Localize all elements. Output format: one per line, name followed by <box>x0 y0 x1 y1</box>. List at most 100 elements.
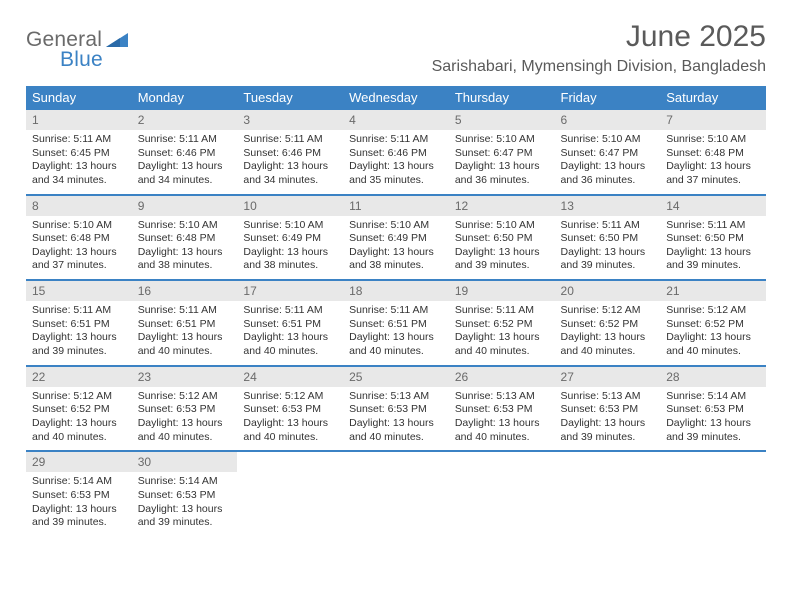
daylight-line1: Daylight: 13 hours <box>455 246 549 260</box>
sunset-text: Sunset: 6:51 PM <box>349 318 443 332</box>
sunrise-text: Sunrise: 5:11 AM <box>138 304 232 318</box>
day-number-cell: 28 <box>660 366 766 387</box>
day-number-cell: 5 <box>449 110 555 130</box>
sunset-text: Sunset: 6:48 PM <box>666 147 760 161</box>
daylight-line1: Daylight: 13 hours <box>561 160 655 174</box>
sunrise-text: Sunrise: 5:12 AM <box>561 304 655 318</box>
sunset-text: Sunset: 6:46 PM <box>138 147 232 161</box>
day-number-cell: 21 <box>660 280 766 301</box>
sunset-text: Sunset: 6:51 PM <box>243 318 337 332</box>
day-number-cell: 24 <box>237 366 343 387</box>
day-number-cell: 7 <box>660 110 766 130</box>
weekday-header-cell: Friday <box>555 86 661 110</box>
day-number-cell <box>237 451 343 472</box>
day-number-cell: 10 <box>237 195 343 216</box>
calendar-body: 1234567Sunrise: 5:11 AMSunset: 6:45 PMDa… <box>26 110 766 536</box>
sunset-text: Sunset: 6:46 PM <box>349 147 443 161</box>
day-info-cell <box>449 472 555 536</box>
day-number-cell <box>449 451 555 472</box>
daylight-line1: Daylight: 13 hours <box>32 503 126 517</box>
day-number-cell <box>343 451 449 472</box>
daylight-line2: and 40 minutes. <box>561 345 655 359</box>
day-info-cell: Sunrise: 5:11 AMSunset: 6:51 PMDaylight:… <box>132 301 238 366</box>
sunset-text: Sunset: 6:53 PM <box>666 403 760 417</box>
daylight-line2: and 40 minutes. <box>455 431 549 445</box>
day-number-cell: 12 <box>449 195 555 216</box>
day-info-cell: Sunrise: 5:11 AMSunset: 6:52 PMDaylight:… <box>449 301 555 366</box>
daylight-line2: and 38 minutes. <box>349 259 443 273</box>
daylight-line2: and 40 minutes. <box>243 431 337 445</box>
daylight-line1: Daylight: 13 hours <box>138 160 232 174</box>
daylight-line1: Daylight: 13 hours <box>666 417 760 431</box>
daylight-line1: Daylight: 13 hours <box>138 246 232 260</box>
sunset-text: Sunset: 6:49 PM <box>243 232 337 246</box>
daylight-line2: and 38 minutes. <box>243 259 337 273</box>
daylight-line1: Daylight: 13 hours <box>349 331 443 345</box>
weekday-header-cell: Thursday <box>449 86 555 110</box>
day-info-cell: Sunrise: 5:12 AMSunset: 6:52 PMDaylight:… <box>660 301 766 366</box>
daylight-line2: and 36 minutes. <box>561 174 655 188</box>
day-info-cell: Sunrise: 5:11 AMSunset: 6:51 PMDaylight:… <box>237 301 343 366</box>
daylight-line2: and 39 minutes. <box>666 259 760 273</box>
day-number-cell: 19 <box>449 280 555 301</box>
daylight-line2: and 36 minutes. <box>455 174 549 188</box>
day-info-cell: Sunrise: 5:11 AMSunset: 6:51 PMDaylight:… <box>26 301 132 366</box>
daylight-line1: Daylight: 13 hours <box>349 160 443 174</box>
logo-word-blue: Blue <box>60 48 103 71</box>
day-info-cell: Sunrise: 5:11 AMSunset: 6:45 PMDaylight:… <box>26 130 132 195</box>
daylight-line1: Daylight: 13 hours <box>243 160 337 174</box>
sunset-text: Sunset: 6:47 PM <box>455 147 549 161</box>
calendar-page: General June 2025 Sarishabari, Mymensing… <box>0 0 792 556</box>
daylight-line2: and 34 minutes. <box>138 174 232 188</box>
sunset-text: Sunset: 6:52 PM <box>32 403 126 417</box>
day-number-cell: 4 <box>343 110 449 130</box>
sunrise-text: Sunrise: 5:10 AM <box>455 133 549 147</box>
sunrise-text: Sunrise: 5:14 AM <box>666 390 760 404</box>
daylight-line1: Daylight: 13 hours <box>666 160 760 174</box>
sunset-text: Sunset: 6:49 PM <box>349 232 443 246</box>
day-number-cell <box>660 451 766 472</box>
daylight-line1: Daylight: 13 hours <box>32 331 126 345</box>
daylight-line1: Daylight: 13 hours <box>138 331 232 345</box>
day-number-cell: 25 <box>343 366 449 387</box>
sunrise-text: Sunrise: 5:10 AM <box>561 133 655 147</box>
sunset-text: Sunset: 6:50 PM <box>561 232 655 246</box>
day-info-cell <box>343 472 449 536</box>
sunset-text: Sunset: 6:53 PM <box>138 403 232 417</box>
day-number-cell: 26 <box>449 366 555 387</box>
daylight-line2: and 34 minutes. <box>243 174 337 188</box>
daylight-line1: Daylight: 13 hours <box>243 417 337 431</box>
sunset-text: Sunset: 6:51 PM <box>138 318 232 332</box>
sunrise-text: Sunrise: 5:11 AM <box>455 304 549 318</box>
daylight-line2: and 39 minutes. <box>32 516 126 530</box>
day-number-cell: 8 <box>26 195 132 216</box>
day-number-cell: 23 <box>132 366 238 387</box>
sunset-text: Sunset: 6:52 PM <box>455 318 549 332</box>
day-info-row: Sunrise: 5:10 AMSunset: 6:48 PMDaylight:… <box>26 216 766 281</box>
day-number-row: 1234567 <box>26 110 766 130</box>
day-info-cell: Sunrise: 5:13 AMSunset: 6:53 PMDaylight:… <box>555 387 661 452</box>
day-number-cell <box>555 451 661 472</box>
sunrise-text: Sunrise: 5:11 AM <box>32 133 126 147</box>
weekday-header-cell: Saturday <box>660 86 766 110</box>
daylight-line2: and 39 minutes. <box>455 259 549 273</box>
logo-word-blue-wrap: Blue <box>26 48 103 72</box>
sunset-text: Sunset: 6:53 PM <box>243 403 337 417</box>
day-info-cell <box>660 472 766 536</box>
daylight-line2: and 37 minutes. <box>666 174 760 188</box>
sunrise-text: Sunrise: 5:10 AM <box>349 219 443 233</box>
sunset-text: Sunset: 6:47 PM <box>561 147 655 161</box>
daylight-line1: Daylight: 13 hours <box>138 417 232 431</box>
day-info-cell: Sunrise: 5:10 AMSunset: 6:50 PMDaylight:… <box>449 216 555 281</box>
day-number-cell: 20 <box>555 280 661 301</box>
day-info-cell: Sunrise: 5:10 AMSunset: 6:48 PMDaylight:… <box>26 216 132 281</box>
sunset-text: Sunset: 6:48 PM <box>138 232 232 246</box>
day-number-cell: 27 <box>555 366 661 387</box>
day-number-cell: 9 <box>132 195 238 216</box>
sunset-text: Sunset: 6:53 PM <box>349 403 443 417</box>
daylight-line2: and 39 minutes. <box>561 431 655 445</box>
sunset-text: Sunset: 6:52 PM <box>561 318 655 332</box>
day-info-cell: Sunrise: 5:10 AMSunset: 6:49 PMDaylight:… <box>237 216 343 281</box>
day-number-cell: 14 <box>660 195 766 216</box>
sunrise-text: Sunrise: 5:11 AM <box>666 219 760 233</box>
